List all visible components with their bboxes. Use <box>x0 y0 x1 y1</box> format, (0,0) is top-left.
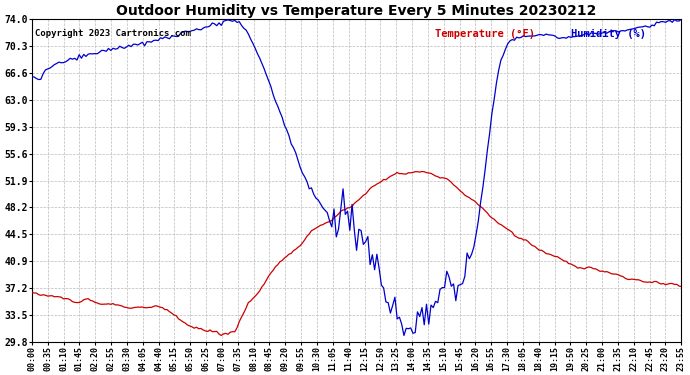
Text: Copyright 2023 Cartronics.com: Copyright 2023 Cartronics.com <box>35 29 191 38</box>
Text: Humidity (%): Humidity (%) <box>571 29 646 39</box>
Title: Outdoor Humidity vs Temperature Every 5 Minutes 20230212: Outdoor Humidity vs Temperature Every 5 … <box>117 4 597 18</box>
Text: Temperature (°F): Temperature (°F) <box>435 29 535 39</box>
